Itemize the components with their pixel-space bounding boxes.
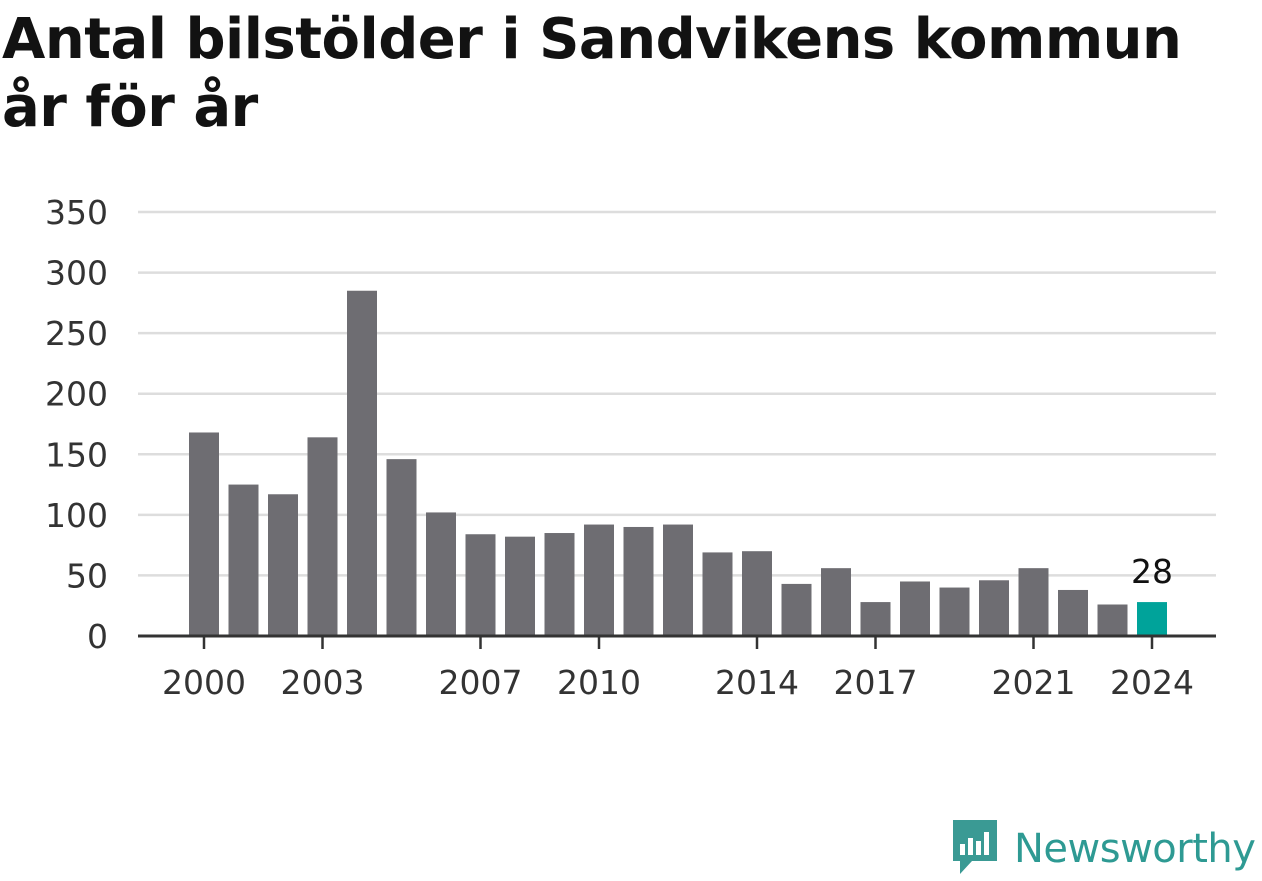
bar-2024 [1137, 602, 1167, 636]
bar-2017 [860, 602, 891, 636]
y-tick-label: 0 [87, 617, 108, 656]
x-tick-label: 2014 [715, 663, 799, 702]
bar-2009 [544, 533, 575, 636]
y-tick-label: 100 [45, 496, 108, 535]
bar-2006 [426, 512, 456, 636]
y-axis-labels: 0 50 100 150 200 250 300 350 [45, 193, 108, 656]
x-axis [138, 634, 1216, 649]
bar-2005 [386, 459, 417, 636]
highlight-value-label: 28 [1131, 552, 1173, 591]
newsworthy-brand[interactable]: Newsworthy [950, 817, 1256, 881]
bar-2022 [1058, 589, 1088, 636]
bar-2018 [900, 581, 930, 636]
bar-2016 [821, 568, 851, 636]
bar-2014 [742, 551, 772, 636]
chart-title: Antal bilstölder i Sandvikens kommun år … [2, 7, 1182, 140]
bar-2015 [781, 583, 812, 636]
bar-2010 [584, 524, 614, 636]
x-tick-label: 2000 [162, 663, 246, 702]
x-tick-label: 2017 [834, 663, 918, 702]
y-tick-label: 50 [66, 556, 108, 595]
y-tick-label: 150 [45, 435, 108, 474]
x-tick-label: 2007 [439, 663, 523, 702]
bar-2013 [702, 552, 733, 636]
bar-2012 [663, 524, 693, 636]
bar-2002 [268, 494, 298, 636]
bar-2020 [979, 580, 1009, 636]
x-tick-label: 2024 [1110, 663, 1194, 702]
x-tick-label: 2010 [557, 663, 641, 702]
bars [189, 290, 1167, 636]
y-tick-label: 300 [45, 254, 108, 293]
bar-2019 [939, 587, 970, 636]
x-tick-label: 2003 [281, 663, 365, 702]
y-tick-label: 250 [45, 314, 108, 353]
annotations: 28 [1131, 552, 1173, 591]
bar-2023 [1097, 604, 1128, 636]
gridlines [138, 210, 1216, 577]
bar-2008 [505, 536, 535, 636]
x-axis-labels: 2000 2003 2007 2010 2014 2017 2021 2024 [162, 663, 1194, 702]
bar-2007 [465, 534, 496, 636]
bar-2004 [347, 290, 377, 636]
brand-name: Newsworthy [1014, 826, 1256, 872]
bar-2000 [189, 432, 219, 636]
y-tick-label: 350 [45, 193, 108, 232]
bar-2011 [623, 526, 654, 636]
bar-2021 [1018, 568, 1049, 636]
y-tick-label: 200 [45, 375, 108, 414]
x-tick-label: 2021 [992, 663, 1076, 702]
bar-2001 [228, 484, 259, 636]
bar-2003 [307, 437, 338, 636]
newsworthy-logo-icon [950, 817, 1000, 881]
